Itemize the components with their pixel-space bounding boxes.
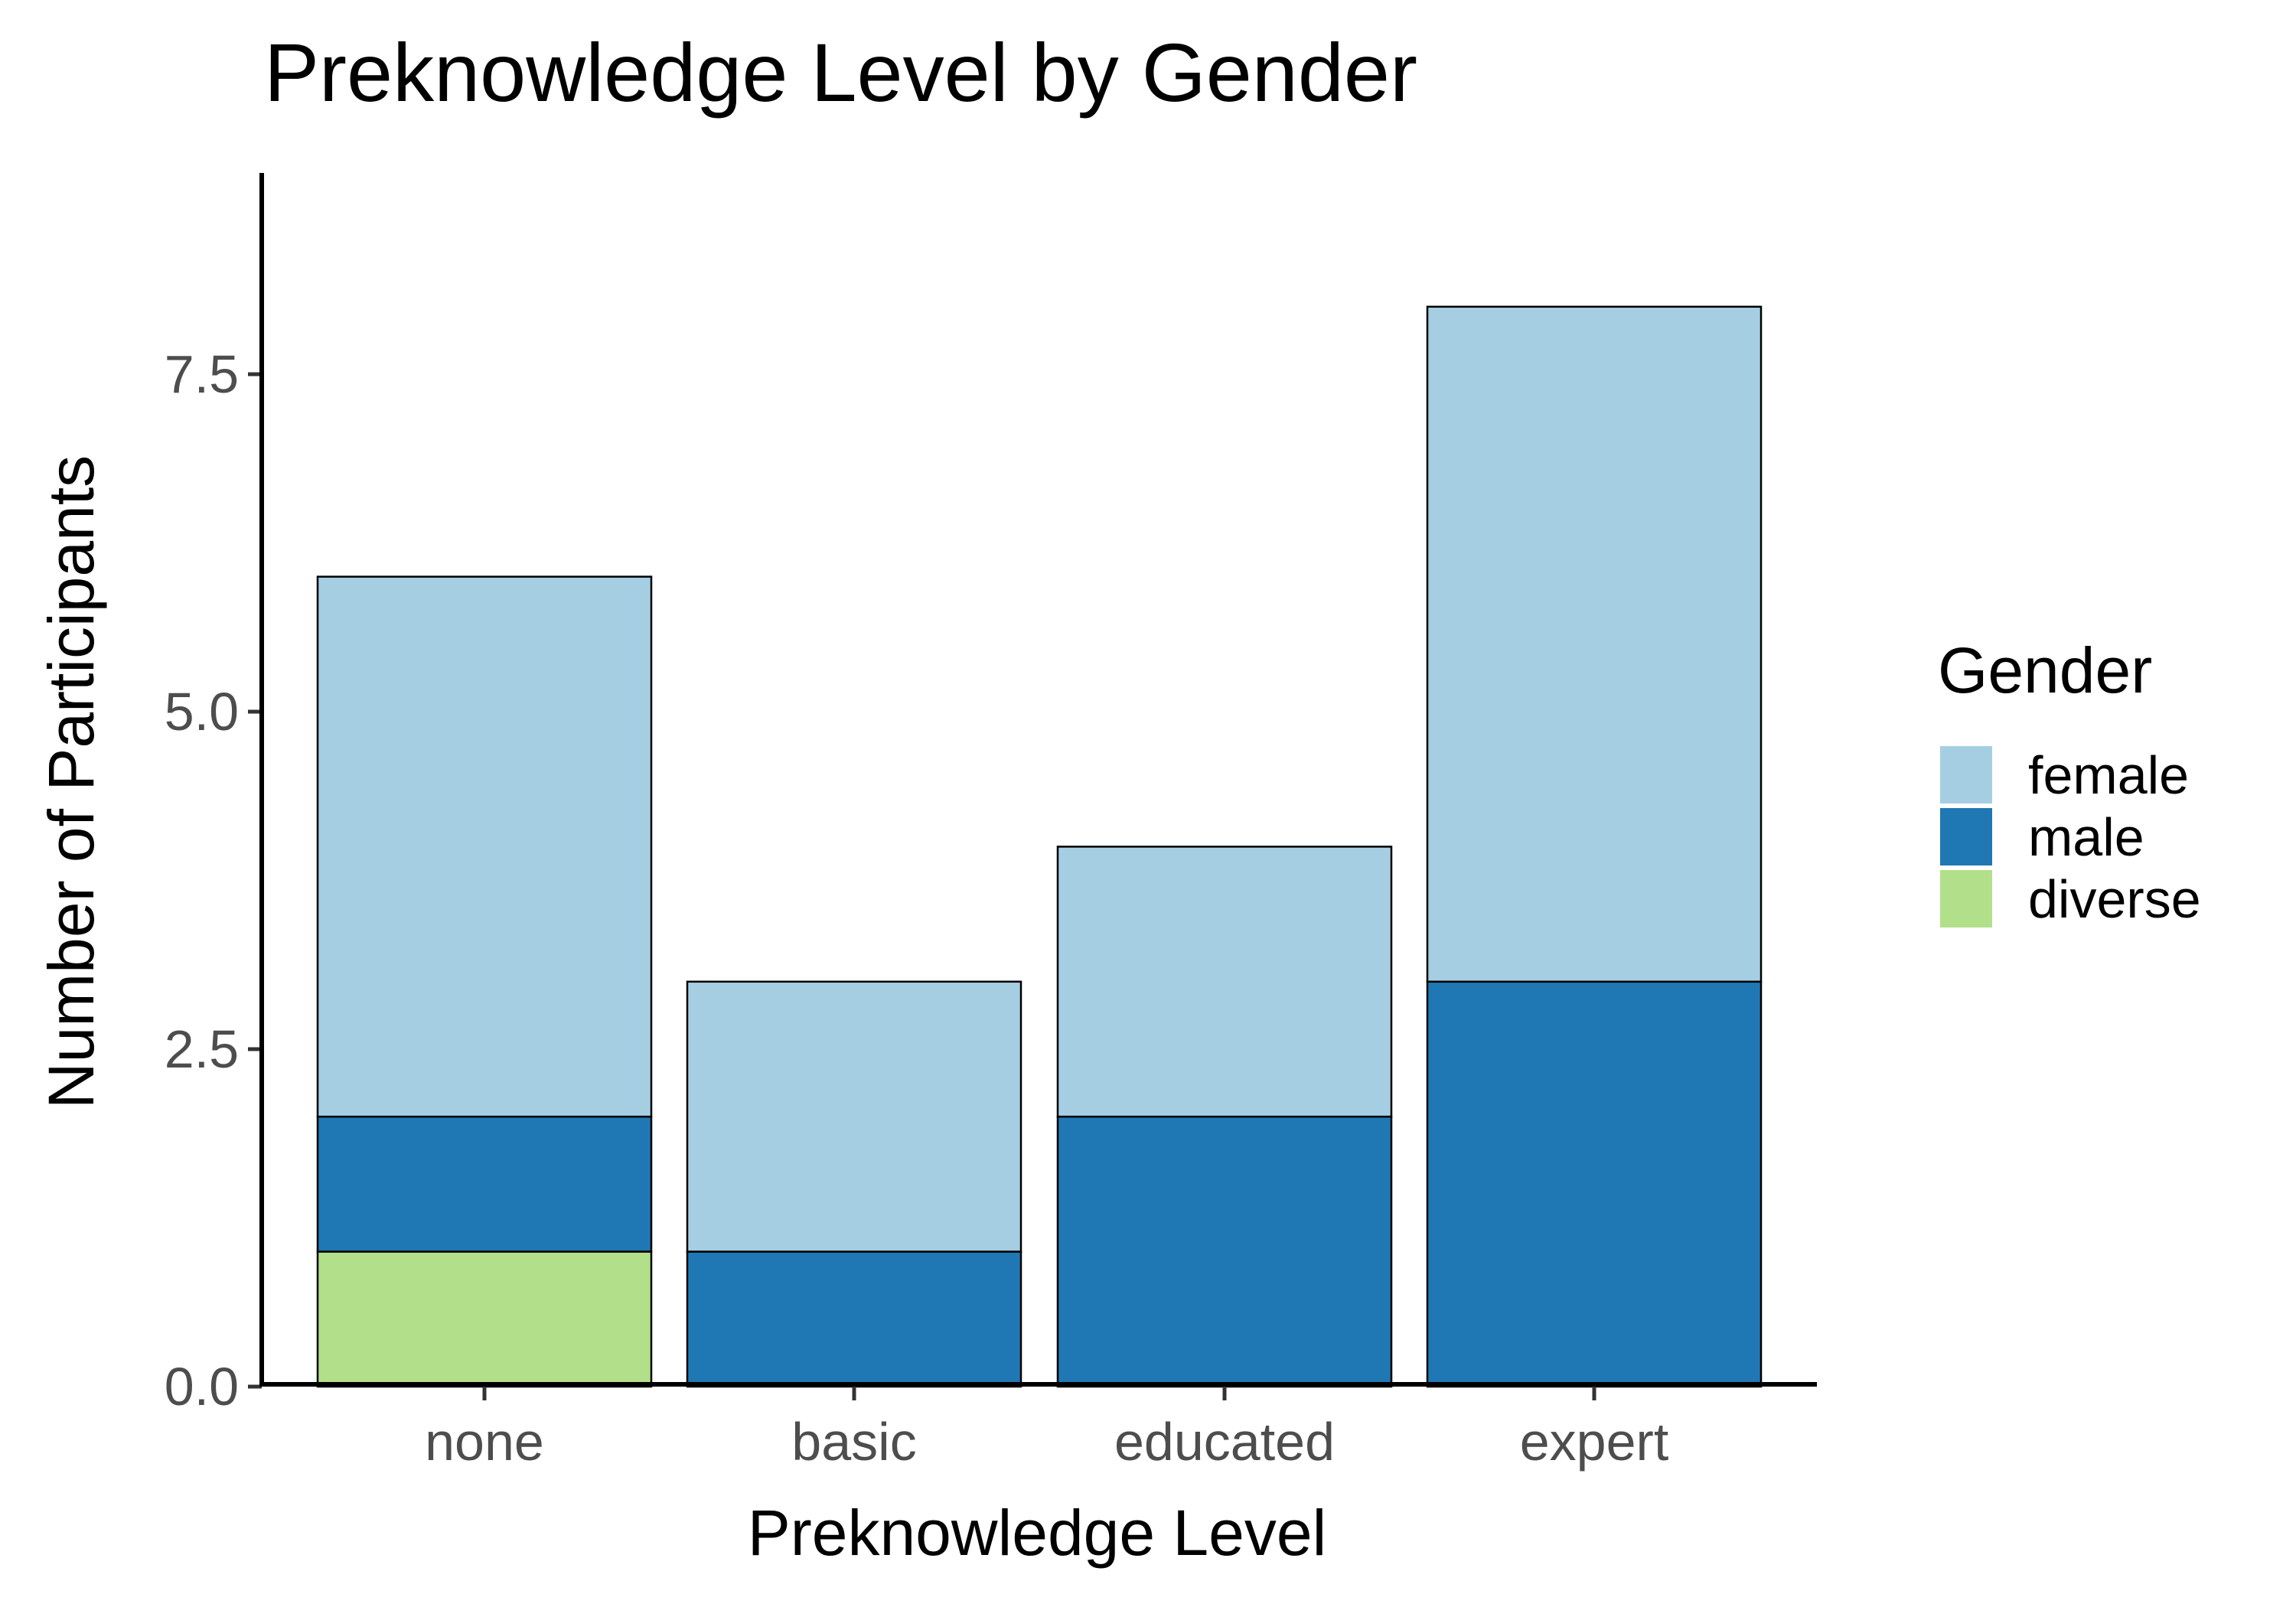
legend-key-diverse xyxy=(1940,870,1992,927)
legend-label-male: male xyxy=(2028,807,2144,867)
bar-expert-male xyxy=(1426,980,1763,1388)
y-tick-label: 0.0 xyxy=(165,1357,239,1416)
bar-expert-female xyxy=(1426,305,1763,983)
bar-none-diverse xyxy=(316,1250,653,1388)
y-axis-title: Number of Participants xyxy=(35,455,107,1109)
y-axis-ticks: 0.0 2.5 5.0 7.5 xyxy=(165,344,262,1416)
y-tick-label: 2.5 xyxy=(165,1019,239,1079)
bar-none-male xyxy=(316,1115,653,1253)
legend-label-female: female xyxy=(2028,745,2189,805)
legend-key-male xyxy=(1940,808,1992,865)
legend-key-female xyxy=(1940,746,1992,804)
bar-none-female xyxy=(316,575,653,1118)
y-tick-label: 5.0 xyxy=(165,682,239,742)
legend-label-diverse: diverse xyxy=(2028,869,2201,929)
legend-title: Gender xyxy=(1938,634,2152,706)
bars-layer xyxy=(316,305,1763,1388)
x-tick-label: expert xyxy=(1520,1412,1669,1472)
x-tick-label: educated xyxy=(1114,1412,1335,1472)
x-tick-label: basic xyxy=(791,1412,916,1472)
x-axis-ticks: none basic educated expert xyxy=(425,1387,1668,1472)
x-axis-title: Preknowledge Level xyxy=(748,1497,1327,1569)
bar-basic-female xyxy=(686,980,1022,1253)
bar-educated-male xyxy=(1056,1115,1393,1388)
bar-educated-female xyxy=(1056,846,1393,1118)
chart-title: Preknowledge Level by Gender xyxy=(264,26,1417,119)
y-tick-label: 7.5 xyxy=(165,344,239,404)
x-tick-label: none xyxy=(425,1412,544,1472)
bar-basic-male xyxy=(686,1250,1022,1388)
